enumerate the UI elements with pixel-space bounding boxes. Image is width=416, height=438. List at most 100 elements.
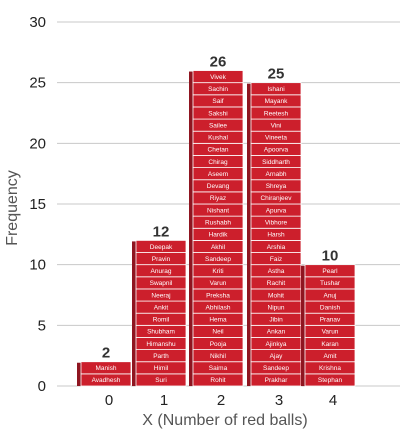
bar-segment-name: Mohit <box>268 292 284 299</box>
y-axis-title: Frequency <box>4 170 21 246</box>
bar-segment-name: Manish <box>96 365 117 372</box>
x-tick-labels: 0 1 2 3 4 <box>105 392 337 409</box>
bar-segment-name: Rushabh <box>205 220 231 227</box>
bar-segment-name: Ankit <box>154 304 169 311</box>
bar-segment-name: Chiranjeev <box>260 195 292 202</box>
bar-segment-name: Saima <box>209 365 228 372</box>
bar-segment-name: Stephan <box>318 377 343 384</box>
bar-segment-name: Astha <box>268 268 285 275</box>
x-axis-title: X (Number of red balls) <box>142 412 307 429</box>
bar-segment <box>135 239 187 253</box>
bar-segment-name: Vibhore <box>265 220 288 227</box>
bar-segment-name: Kriti <box>212 268 223 275</box>
bar-segment-name: Vineeta <box>265 135 287 142</box>
bar-segment-name: Anuj <box>323 292 336 299</box>
bar-segment-name: Vivek <box>210 74 227 81</box>
bar-segment-name: Siddharth <box>262 159 290 166</box>
bar: Avadhesh Manish <box>77 361 132 387</box>
bar-segment <box>192 70 244 84</box>
bar-segment-name: Anurag <box>151 268 172 275</box>
bar-segment-name: Hardik <box>209 232 229 239</box>
y-tick-label: 30 <box>29 14 46 31</box>
bar-segment-name: Ajay <box>270 353 283 360</box>
bar: Stephan Krishna Amit Karan Varun Pranav Danish… <box>301 264 356 387</box>
bar-segment-name: Chirag <box>208 159 228 166</box>
bar-segment-name: Vini <box>271 122 282 129</box>
bar-segment-name: Reetesh <box>264 110 289 117</box>
bar-segment-name: Ishani <box>267 86 284 93</box>
bar-segment-name: Kushal <box>208 135 228 142</box>
bar-segment-name: Tushar <box>320 280 341 287</box>
bar-segment-name: Arnabh <box>266 171 287 178</box>
bar-segment-name: Sakshi <box>208 110 228 117</box>
bar-segment-name: Suri <box>155 377 167 384</box>
bar-segment-name: Nikhil <box>210 353 226 360</box>
bar-segment-name: Apoorva <box>264 147 289 154</box>
bar-segment-name: Shubham <box>147 329 175 336</box>
bar-segment-name: Akhil <box>211 244 226 251</box>
bars: Avadhesh Manish Suri Himil Parth Himanshu Shub… <box>77 70 356 387</box>
bar-segment-name: Saif <box>212 98 223 105</box>
bar-segment-name: Karan <box>321 341 339 348</box>
bar-shadow <box>189 71 193 387</box>
bar: Prakhar Sandeep Ajay Ajinkya Ankan Jibin Nipun… <box>247 82 302 387</box>
bar-segment-name: Pearl <box>322 268 338 275</box>
bar-value-label: 2 <box>102 345 110 362</box>
bar-segment-name: Shreya <box>266 183 287 190</box>
bar-segment-name: Aseem <box>208 171 228 178</box>
bar-segment-name: Jibin <box>269 317 283 324</box>
bar-segment-name: Sachin <box>208 86 228 93</box>
bar-segment-name: Mayank <box>265 98 289 105</box>
bar-segment-name: Neeraj <box>151 292 170 299</box>
bar-segment-name: Varun <box>322 329 339 336</box>
bar-segment-name: Hema <box>209 317 227 324</box>
bar-segment-name: Pooja <box>210 341 227 348</box>
bar-segment-name: Pravin <box>152 256 171 263</box>
bar-segment-name: Neil <box>212 329 224 336</box>
y-tick-label: 25 <box>29 75 46 92</box>
bar-value-label: 25 <box>268 66 285 83</box>
bar-segment-name: Abhilash <box>206 304 231 311</box>
bar-segment-name: Chetan <box>208 147 229 154</box>
bar-segment-name: Sandeep <box>263 365 289 372</box>
y-tick-label: 15 <box>29 196 46 213</box>
y-tick-labels: 0 5 10 15 20 25 30 <box>29 14 46 395</box>
bar-segment-name: Rachit <box>267 280 286 287</box>
bar-segment-name: Parth <box>153 353 169 360</box>
bar-segment-name: Preksha <box>206 292 230 299</box>
bar: Suri Himil Parth Himanshu Shubham Romil Ankit N… <box>132 239 187 387</box>
bar-segment-name: Sandeep <box>205 256 231 263</box>
bar-segment-name: Ankan <box>267 329 286 336</box>
bar-segment-name: Harsh <box>267 232 285 239</box>
bar-segment-name: Rohit <box>210 377 225 384</box>
x-tick-label: 4 <box>329 392 337 409</box>
bar-shadow <box>77 362 81 386</box>
bar-segment-name: Romil <box>153 317 170 324</box>
bar-segment-name: Prakhar <box>265 377 289 384</box>
bar-shadow <box>132 241 136 386</box>
y-tick-label: 20 <box>29 135 46 152</box>
bar-segment-name: Deepak <box>150 244 173 251</box>
bar-segment-name: Ajinkya <box>266 341 287 348</box>
bar-segment-name: Pranav <box>320 317 341 324</box>
bar-shadow <box>247 83 251 387</box>
bar-segment <box>80 361 132 375</box>
bar: Rohit Saima Nikhil Pooja Neil Hema Abhilash Pre… <box>189 70 244 387</box>
bar-segment-name: Danish <box>320 304 341 311</box>
bar-segment-name: Faiz <box>270 256 282 263</box>
bar-shadow <box>301 265 305 386</box>
bar-segment-name: Amit <box>324 353 337 360</box>
bar-segment-name: Nishant <box>207 207 229 214</box>
bar-segment-name: Nipun <box>268 304 285 311</box>
bar-segment-name: Devang <box>207 183 230 190</box>
x-tick-label: 3 <box>275 392 283 409</box>
bar-segment-name: Swapnil <box>150 280 173 287</box>
bar-segment-name: Krishna <box>319 365 341 372</box>
x-tick-label: 0 <box>105 392 113 409</box>
bar-segment <box>250 82 302 96</box>
bar-segment-name: Riyaz <box>210 195 226 202</box>
bar-value-label: 10 <box>322 248 339 265</box>
bar-segment <box>304 264 356 278</box>
x-tick-label: 1 <box>160 392 168 409</box>
